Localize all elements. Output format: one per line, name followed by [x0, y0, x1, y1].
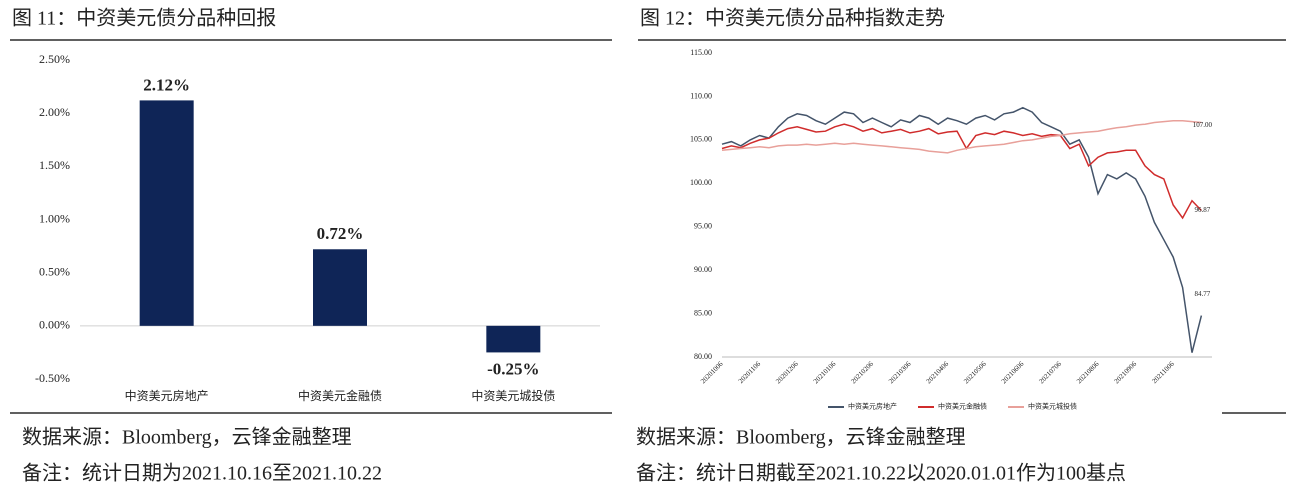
legend-label: 中资美元城投债: [1028, 402, 1077, 411]
x-tick-label: 20210406: [925, 360, 951, 386]
x-tick-label: 20210806: [1075, 360, 1101, 386]
y-tick-label: 1.50%: [39, 158, 70, 172]
x-tick-label: 20210906: [1113, 360, 1139, 386]
y-tick-label: 0.50%: [39, 264, 70, 278]
figure-title: 图 12：中资美元债分品种指数走势: [640, 7, 945, 30]
x-tick-label: 20211006: [1150, 360, 1176, 386]
x-tick-label: 20210706: [1037, 360, 1063, 386]
x-tick-label: 20201106: [737, 360, 763, 386]
y-tick-label: 90.00: [694, 265, 712, 274]
x-tick-label: 20201006: [699, 360, 725, 386]
y-tick-label: 85.00: [694, 308, 712, 317]
y-tick-label: 95.00: [694, 222, 712, 231]
x-tick-label: 20210106: [812, 360, 838, 386]
note: 备注：统计日期为2021.10.16至2021.10.22: [22, 462, 382, 485]
bar: [486, 325, 541, 353]
legend-label: 中资美元金融债: [938, 402, 987, 411]
x-tick-label: 中资美元金融债: [298, 388, 382, 403]
bar: [139, 100, 194, 326]
x-tick-label: 20210606: [1000, 360, 1026, 386]
y-tick-label: 2.50%: [39, 52, 70, 66]
y-tick-label: 115.00: [690, 48, 712, 57]
y-tick-label: 0.00%: [39, 318, 70, 332]
line-series: [721, 119, 1202, 154]
y-tick-label: 105.00: [690, 135, 712, 144]
x-tick-label: 20210206: [849, 360, 875, 386]
bar: [313, 249, 367, 326]
figure-title: 图 11：中资美元债分品种回报: [12, 7, 276, 30]
note: 备注：统计日期截至2021.10.22以2020.01.01作为100基点: [636, 462, 1126, 485]
x-tick-label: 中资美元城投债: [471, 388, 555, 403]
x-tick-label: 中资美元房地产: [125, 388, 209, 403]
y-tick-label: -0.50%: [35, 371, 70, 385]
value-label: 0.72%: [317, 224, 364, 243]
value-label: -0.25%: [487, 359, 539, 378]
value-label: 2.12%: [143, 75, 190, 94]
y-tick-label: 100.00: [690, 178, 712, 187]
value-label: 107.00: [1193, 121, 1213, 129]
line-series: [721, 123, 1202, 220]
source: 数据来源：Bloomberg，云锋金融整理: [22, 426, 352, 449]
y-tick-label: 1.00%: [39, 211, 70, 225]
line-series: [721, 106, 1203, 353]
value-label: 96.87: [1195, 206, 1211, 214]
y-tick-label: 2.00%: [39, 105, 70, 119]
legend-label: 中资美元房地产: [848, 402, 897, 411]
x-tick-label: 20210306: [887, 360, 913, 386]
source: 数据来源：Bloomberg，云锋金融整理: [636, 426, 966, 449]
x-tick-label: 20201206: [774, 360, 800, 386]
value-label: 84.77: [1195, 290, 1211, 298]
y-tick-label: 110.00: [690, 91, 712, 100]
y-tick-label: 80.00: [694, 352, 712, 361]
x-tick-label: 20210506: [962, 360, 988, 386]
